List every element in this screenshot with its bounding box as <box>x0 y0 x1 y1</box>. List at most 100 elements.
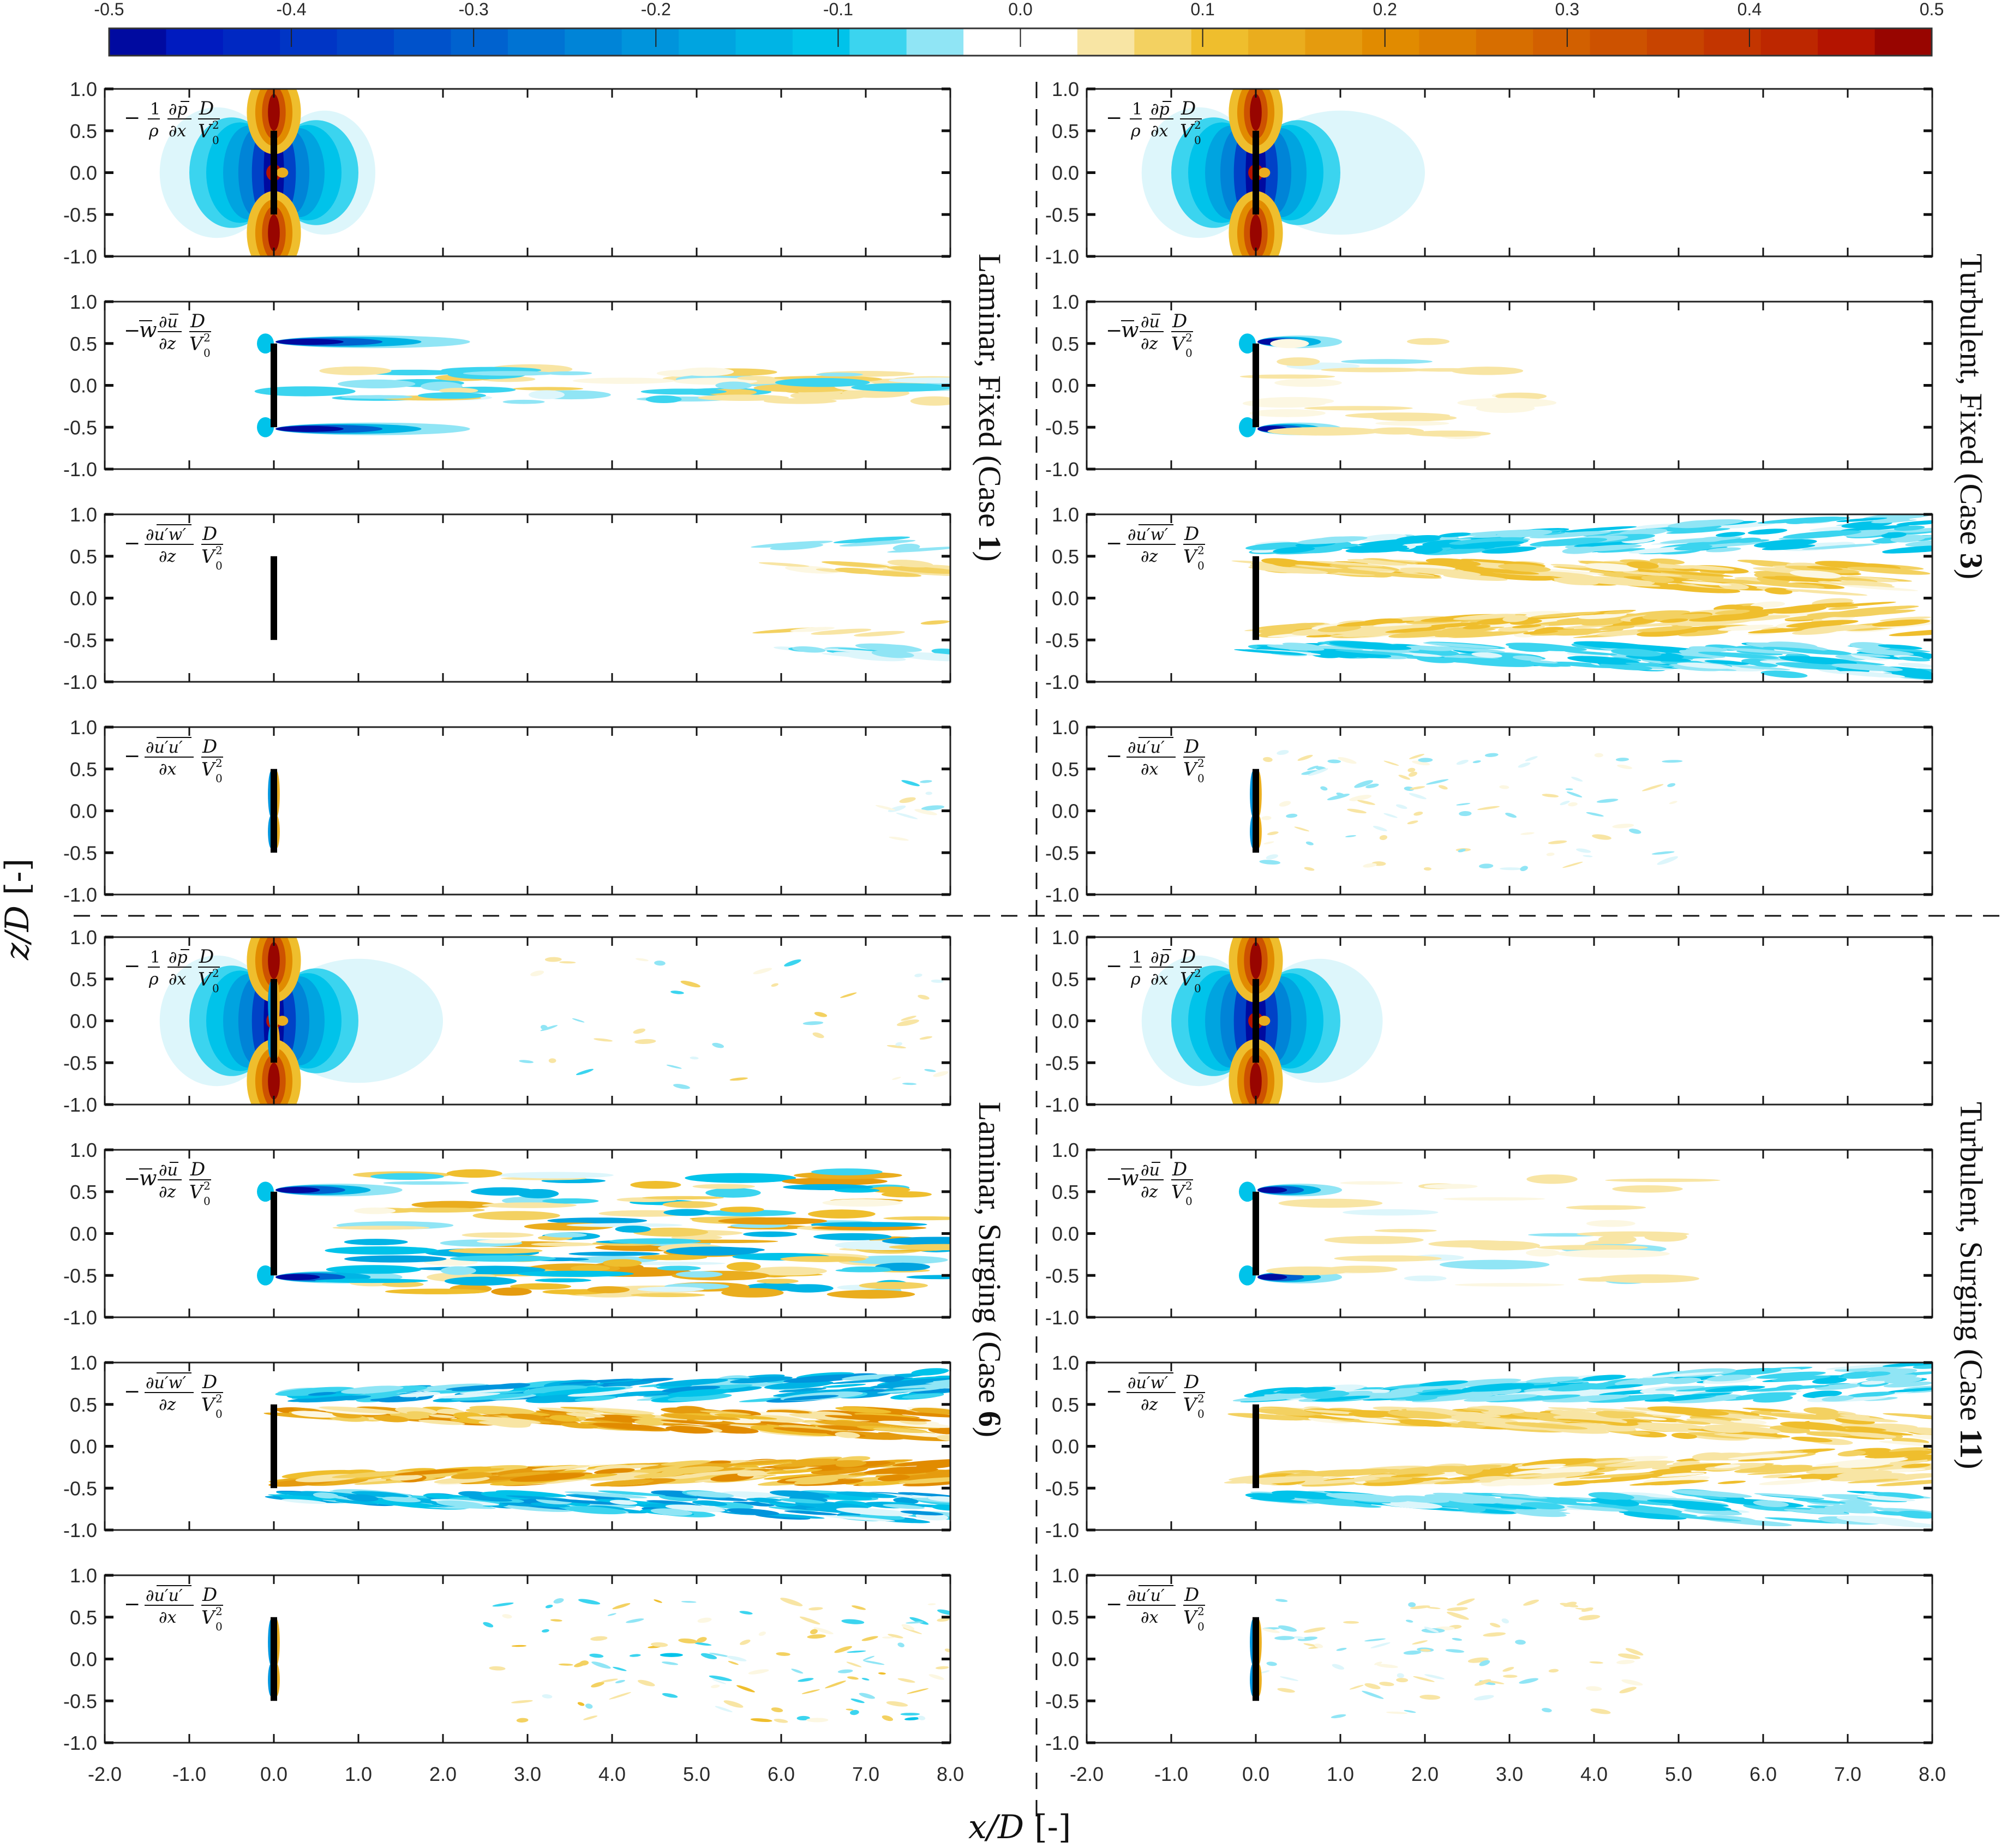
y-tick-label: 0.0 <box>1052 1223 1079 1245</box>
panel-top-right-mean-advection: 1.0 0.5 0.0 -0.5 -1.0 −w ∂u ∂z DV 0 2 <box>1045 291 1933 481</box>
speckle <box>774 1719 788 1723</box>
term-label-part: w <box>1121 1166 1139 1190</box>
reynolds-stress-structure <box>1655 1472 1705 1477</box>
speckle <box>715 1706 733 1713</box>
speckle <box>1568 802 1578 807</box>
wake-structure <box>383 1181 469 1185</box>
term-label-part: ∂z <box>159 1395 176 1414</box>
reynolds-stress-structure <box>931 1504 950 1511</box>
speckle <box>739 1611 753 1615</box>
y-tick-label: -1.0 <box>1045 1732 1079 1754</box>
y-tick-label: 1.0 <box>1052 503 1079 526</box>
reynolds-stress-structure <box>1521 571 1595 578</box>
reynolds-stress-structure <box>1909 1434 1932 1440</box>
reynolds-stress-structure <box>1295 565 1344 569</box>
reynolds-stress-structure <box>1762 544 1816 550</box>
speckle <box>1452 1637 1463 1641</box>
speckle <box>897 1642 904 1648</box>
term-label-part: ∂u′w′ <box>146 525 186 544</box>
term-label: − ∂u′w′ ∂z DV 0 2 <box>1106 523 1205 572</box>
term-label-part: w <box>139 1166 157 1190</box>
term-label-part: ∂z <box>159 334 176 353</box>
reynolds-stress-structure <box>334 1473 416 1480</box>
reynolds-stress-structure <box>1785 589 1868 596</box>
reynolds-stress-structure <box>1626 655 1691 662</box>
speckle <box>626 1618 644 1623</box>
reynolds-stress-structure <box>1847 1479 1899 1484</box>
wake-structure <box>889 1244 950 1251</box>
colorbar-segment <box>166 28 224 56</box>
reynolds-stress-structure <box>688 1470 752 1476</box>
wake-structure <box>332 1226 430 1230</box>
disc <box>1253 1191 1259 1276</box>
reynolds-stress-structure <box>1282 643 1318 647</box>
speckle <box>590 1636 608 1641</box>
wake-structure <box>888 377 950 383</box>
reynolds-stress-structure <box>1531 611 1601 618</box>
reynolds-stress-structure <box>1847 1391 1895 1397</box>
reynolds-stress-structure <box>268 1494 350 1501</box>
speckle <box>847 1651 866 1653</box>
reynolds-stress-structure <box>1886 1473 1932 1480</box>
colorbar-segment <box>792 28 850 56</box>
y-tick-label: -1.0 <box>1045 1306 1079 1329</box>
speckle <box>589 1653 604 1658</box>
wake-structure <box>448 1247 543 1254</box>
reynolds-stress-structure <box>1803 1407 1838 1415</box>
wake-structure <box>385 1288 488 1294</box>
speckle <box>1364 1638 1386 1642</box>
field <box>1087 1150 1932 1317</box>
reynolds-stress-structure <box>1766 1413 1833 1420</box>
reynolds-stress-structure <box>822 1383 866 1388</box>
reynolds-stress-structure <box>1530 628 1602 636</box>
y-tick-label: -0.5 <box>63 842 97 864</box>
reynolds-stress-structure <box>1297 1478 1380 1485</box>
colorbar-segment <box>1646 28 1704 56</box>
speckle <box>886 1045 907 1048</box>
disc <box>271 130 277 215</box>
reynolds-stress-structure <box>816 568 846 573</box>
term-label-part: ρ <box>148 122 159 141</box>
panel-background <box>1087 302 1932 469</box>
wake-structure <box>1325 1265 1398 1273</box>
speckle <box>886 1701 908 1707</box>
speckle <box>918 1715 926 1720</box>
wake-structure <box>1341 359 1433 364</box>
x-tick-label: -1.0 <box>172 1763 206 1785</box>
term-label-part: − <box>124 955 140 977</box>
speckle <box>850 1709 859 1715</box>
speckle <box>896 812 918 819</box>
reynolds-stress-structure <box>1856 649 1914 656</box>
speckle <box>808 1607 823 1611</box>
reynolds-stress-structure <box>1628 1423 1698 1432</box>
reynolds-stress-structure <box>1634 524 1678 529</box>
term-label-part: 2 <box>203 331 211 344</box>
reynolds-stress-structure <box>1646 614 1712 621</box>
reynolds-stress-structure <box>1896 1510 1932 1519</box>
speckle <box>483 1622 494 1628</box>
reynolds-stress-structure <box>902 1479 950 1487</box>
y-tick-label: 0.5 <box>70 1394 97 1416</box>
shear-layer-contour <box>1239 1265 1256 1286</box>
speckle <box>1590 1708 1611 1714</box>
term-label-part: V <box>1183 546 1199 568</box>
wake-structure <box>602 1259 642 1267</box>
speckle <box>548 1058 556 1063</box>
wake-structure <box>638 1255 708 1261</box>
wake-structure <box>698 394 789 401</box>
wake-structure <box>822 1199 902 1207</box>
reynolds-stress-structure <box>1267 644 1325 651</box>
speckle <box>609 1692 632 1700</box>
speckle <box>1412 760 1430 766</box>
speckle <box>944 1648 950 1653</box>
reynolds-stress-structure <box>1905 540 1932 547</box>
speckle <box>736 1685 755 1693</box>
speckle <box>666 1064 682 1069</box>
reynolds-stress-structure <box>1567 656 1640 665</box>
panel-top-left-mean-advection: 1.0 0.5 0.0 -0.5 -1.0 −w ∂u ∂z DV 0 2 <box>63 291 951 481</box>
speckle <box>633 1028 646 1034</box>
reynolds-stress-structure <box>1720 1368 1782 1376</box>
reynolds-stress-structure <box>1326 1493 1409 1503</box>
speckle <box>697 1637 707 1643</box>
reynolds-stress-structure <box>1262 1392 1307 1399</box>
